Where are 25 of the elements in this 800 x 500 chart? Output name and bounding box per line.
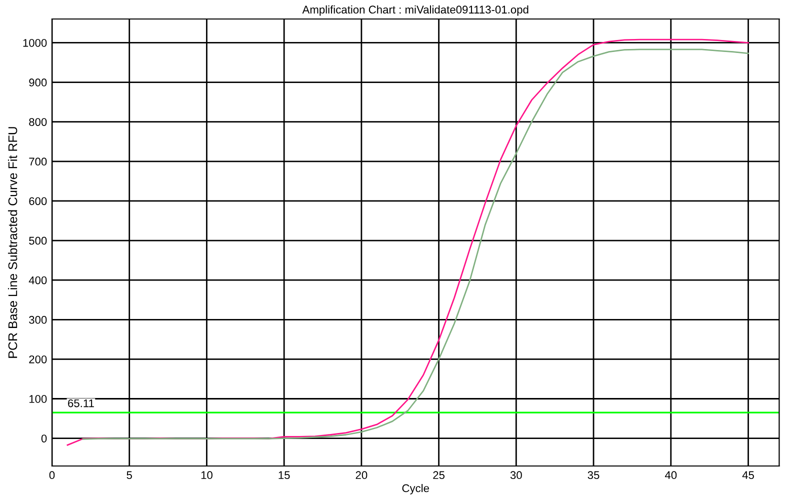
x-tick-label: 0 <box>49 471 55 480</box>
y-tick-label: 0 <box>41 434 47 442</box>
y-tick-label: 900 <box>29 78 47 86</box>
y-tick-label: 300 <box>29 316 47 324</box>
x-tick-label: 45 <box>742 471 754 480</box>
y-tick-label: 200 <box>29 355 47 364</box>
y-tick-label: 500 <box>29 236 47 245</box>
x-tick-label: 20 <box>356 471 368 480</box>
x-tick-label: 10 <box>201 471 212 480</box>
y-tick-label: 1000 <box>23 39 47 47</box>
y-tick-label: 100 <box>29 395 47 403</box>
chart-title: Amplification Chart : miValidate091113-01.opd <box>302 5 528 16</box>
x-tick-label: 15 <box>278 471 290 480</box>
x-tick-label: 25 <box>433 471 445 480</box>
y-tick-label: 400 <box>28 276 47 284</box>
y-tick-label: 800 <box>29 118 47 126</box>
x-axis-title: Cycle <box>402 484 429 494</box>
y-tick-label: 700 <box>29 158 47 166</box>
y-axis-title: PCR Base Line Subtracted Curve Fit RFU <box>8 127 18 358</box>
ref-line-label: 65.11 <box>68 399 94 408</box>
x-tick-label: 40 <box>664 471 677 480</box>
x-tick-label: 5 <box>126 471 132 480</box>
x-tick-label: 35 <box>588 471 600 480</box>
y-tick-label: 600 <box>29 197 47 206</box>
x-tick-label: 30 <box>510 471 522 480</box>
